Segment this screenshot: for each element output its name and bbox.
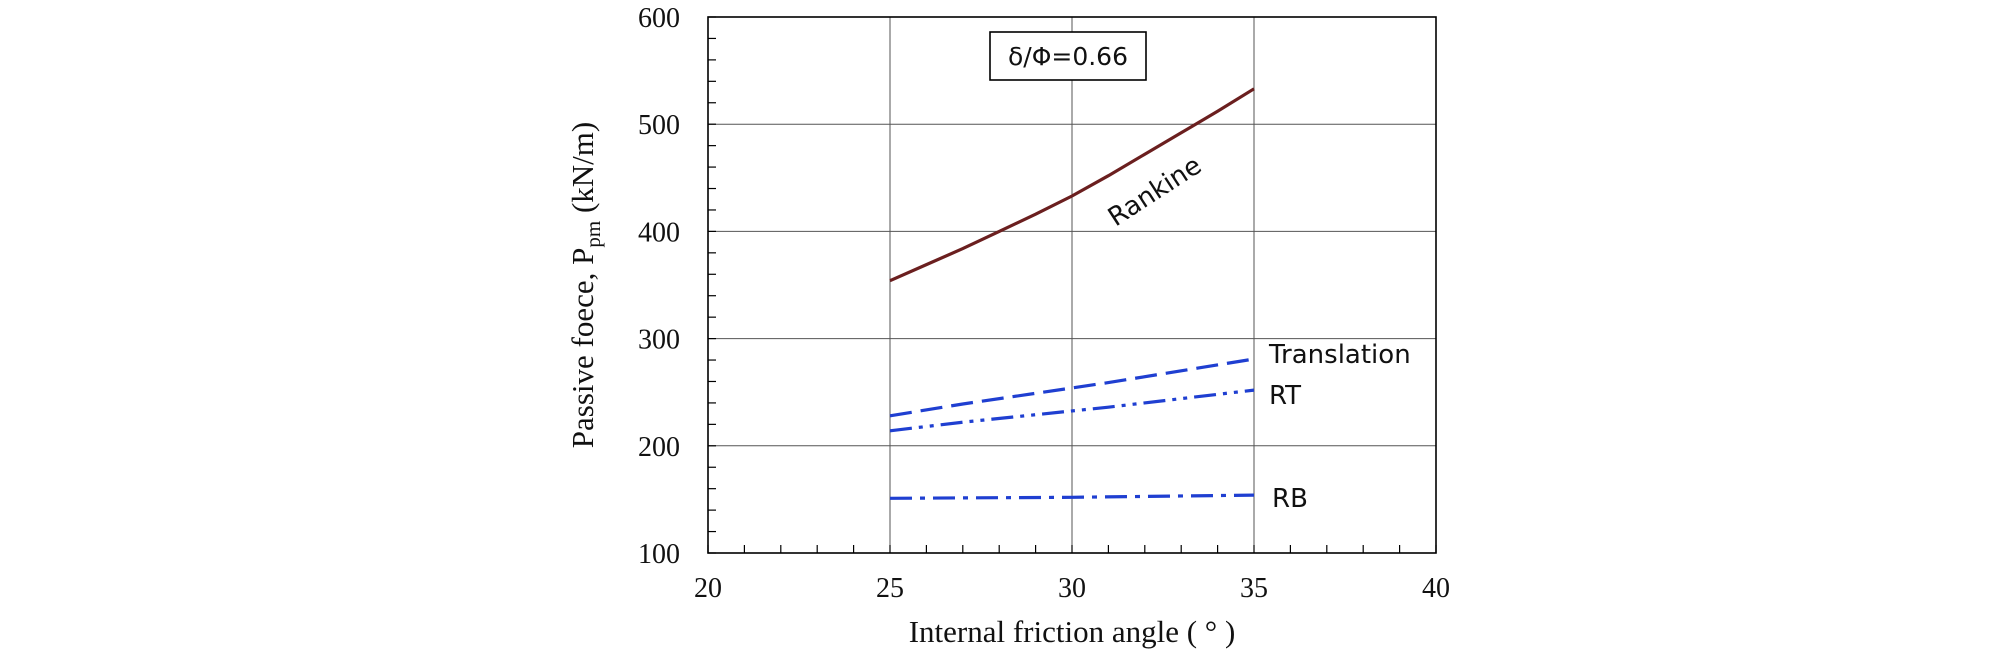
y-tick-label: 400 [638,217,680,248]
y-tick-labels: 100 200 300 400 500 600 [638,3,680,570]
annotation-text: δ/Φ=0.66 [1008,42,1128,71]
y-axis-title-unit: (kN/m) [565,122,600,221]
y-axis-title-subscript: pm [581,221,605,248]
series-label-rt: RT [1269,381,1301,411]
y-tick-label: 600 [638,3,680,34]
series-label-rb: RB [1272,484,1308,514]
series-line-rankine [889,87,1255,283]
x-tick-labels: 20 25 30 35 40 [694,573,1450,604]
x-tick-label: 25 [876,573,904,604]
series-labels: Rankine Translation RT RB [1103,151,1411,514]
y-tick-label: 100 [638,539,680,570]
y-axis-title-main: Passive foece, P [565,248,600,449]
y-tick-label: 200 [638,432,680,463]
series-line-rt [889,388,1255,433]
series-label-rankine: Rankine [1103,151,1207,233]
x-tick-label: 35 [1240,573,1268,604]
x-tick-label: 30 [1058,573,1086,604]
annotation-frame [989,31,1147,81]
series-lines [889,87,1255,500]
y-tick-label: 300 [638,325,680,356]
x-tick-label: 40 [1422,573,1450,604]
series-label-translation: Translation [1268,340,1411,370]
x-tick-label: 20 [694,573,722,604]
series-line-rb [889,493,1255,500]
grid-lines [708,17,1436,553]
x-axis-title: Internal friction angle ( ° ) [909,614,1236,649]
y-tick-label: 500 [638,110,680,141]
minor-ticks [707,16,1437,554]
y-axis-title: Passive foece, Ppm (kN/m) [565,122,605,448]
plot-frame [707,16,1437,554]
annotation-box: δ/Φ=0.66 [989,31,1147,81]
